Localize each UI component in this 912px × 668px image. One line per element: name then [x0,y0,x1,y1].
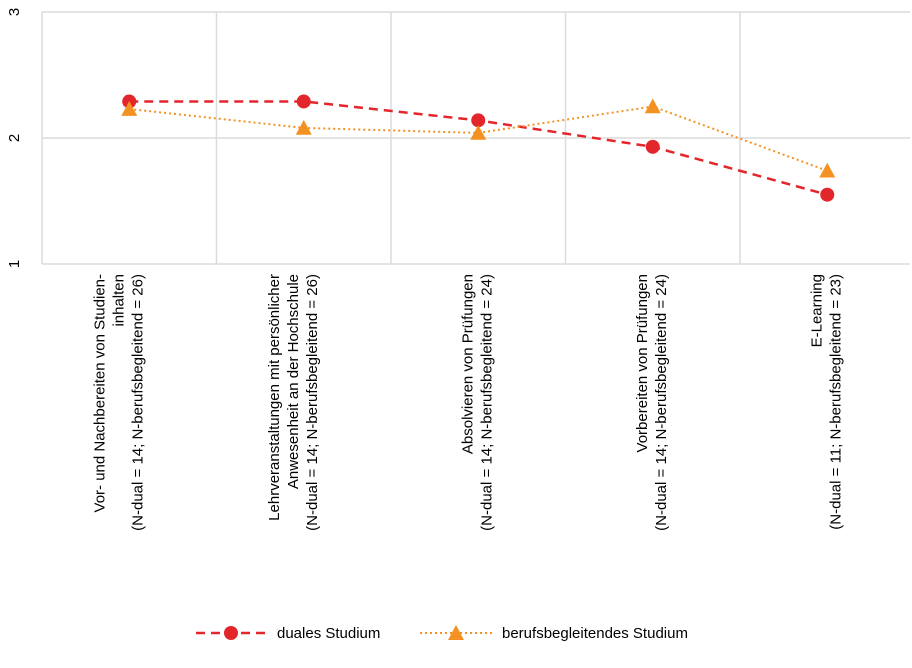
y-tick-label: 3 [6,8,23,16]
x-axis-category-labels: Vor- und Nachbereiten von Studien-inhalt… [91,274,844,531]
data-point-triangle [121,101,138,116]
category-label: Vor- und Nachbereiten von Studien- [91,274,108,512]
data-point-circle [296,94,311,109]
data-point-circle [471,113,486,128]
series-markers [121,94,836,202]
category-label: (N-dual = 14; N-berufsbegleitend = 26) [304,274,321,531]
category-label: (N-dual = 14; N-berufsbegleitend = 24) [653,274,670,531]
y-tick-label: 1 [6,260,23,268]
category-label: Lehrveranstaltungen mit persönlicher [266,274,283,521]
legend-marker-circle [224,626,238,640]
category-label: Vorbereiten von Prüfungen [634,274,651,452]
data-point-triangle [470,124,487,140]
category-label: Absolvieren von Prüfungen [459,274,476,454]
category-label: Anwesenheit an der Hochschule [285,274,302,489]
data-point-circle [645,139,660,154]
grid-lines [41,11,910,265]
data-point-circle [820,187,835,202]
data-point-triangle [295,119,312,135]
category-label: (N-dual = 14; N-berufsbegleitend = 24) [478,274,495,531]
data-point-triangle [644,98,661,114]
category-label: (N-dual = 14; N-berufsbegleitend = 26) [129,274,146,531]
legend: duales Studium berufsbegleitendes Studium [196,625,688,642]
data-point-triangle [819,162,836,178]
y-tick-label: 2 [6,134,23,142]
legend-label-duales: duales Studium [277,625,380,642]
category-label: E-Learning [808,274,825,347]
category-label: inhalten [110,274,127,327]
legend-label-berufsbegleitend: berufsbegleitendes Studium [502,625,688,642]
y-axis-tick-labels: 1 2 3 [6,8,23,268]
legend-marker-triangle [448,625,464,640]
category-label: (N-dual = 11; N-berufsbegleitend = 23) [827,274,844,530]
